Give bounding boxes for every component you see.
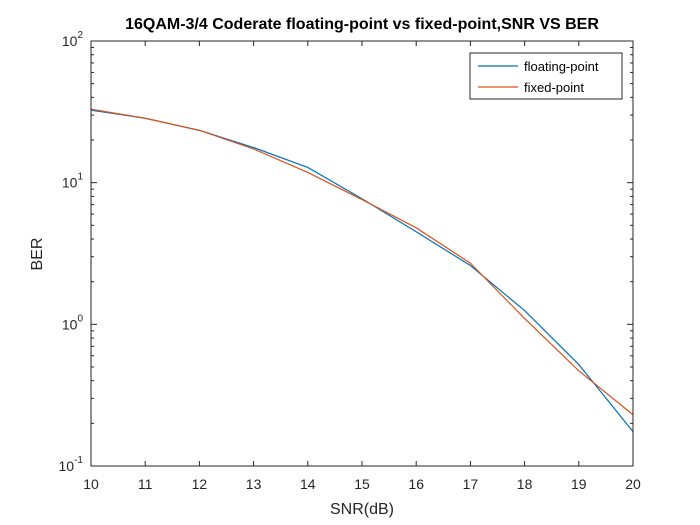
x-tick-label: 15 bbox=[354, 476, 370, 492]
x-axis-ticks: 10 11 12 13 14 15 16 17 18 19 20 bbox=[83, 41, 641, 492]
x-tick-label: 13 bbox=[246, 476, 262, 492]
x-tick-label: 20 bbox=[625, 476, 641, 492]
y-tick-label: 100 bbox=[62, 313, 84, 332]
x-tick-label: 11 bbox=[138, 476, 153, 492]
plot-area bbox=[91, 41, 633, 466]
x-tick-label: 12 bbox=[192, 476, 208, 492]
y-axis-ticks: 10-1 100 101 102 bbox=[59, 30, 633, 474]
legend-entry-fixed-point: fixed-point bbox=[524, 80, 584, 95]
legend-entry-floating-point: floating-point bbox=[524, 59, 599, 74]
x-tick-label: 17 bbox=[463, 476, 479, 492]
x-tick-label: 10 bbox=[83, 476, 99, 492]
legend: floating-point fixed-point bbox=[469, 52, 623, 100]
x-tick-label: 18 bbox=[517, 476, 533, 492]
y-tick-label: 101 bbox=[62, 172, 84, 191]
chart-title: 16QAM-3/4 Coderate floating-point vs fix… bbox=[125, 16, 599, 33]
y-tick-label: 102 bbox=[62, 30, 84, 49]
series-layer bbox=[90, 108, 634, 432]
y-axis-label: BER bbox=[29, 238, 46, 271]
x-tick-label: 14 bbox=[300, 476, 316, 492]
x-tick-label: 16 bbox=[408, 476, 424, 492]
y-tick-label: 10-1 bbox=[59, 455, 84, 474]
series-line-fixed-point bbox=[90, 108, 634, 416]
legend-box bbox=[469, 52, 623, 100]
x-tick-label: 19 bbox=[571, 476, 587, 492]
x-axis-label: SNR(dB) bbox=[330, 501, 394, 518]
